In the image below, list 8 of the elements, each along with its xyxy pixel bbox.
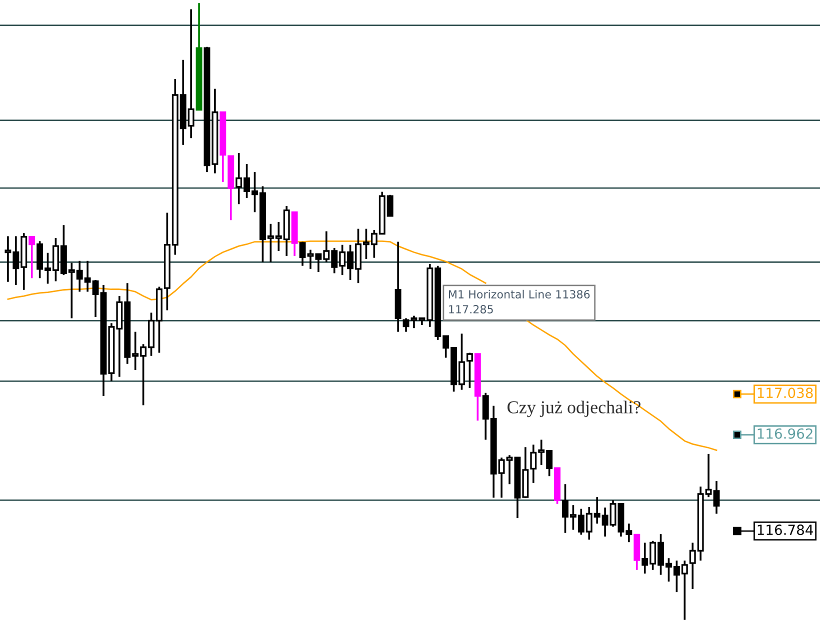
candlestick [402, 317, 410, 333]
candlestick [299, 240, 306, 267]
text: 116.784 [758, 524, 813, 536]
text: 117.038 [758, 388, 813, 398]
candlestick [28, 236, 36, 280]
ref-line-label: M1 Horizontal Line 11386 117.285 [448, 290, 590, 314]
text: 116.962 [758, 428, 812, 439]
annotation: Czy już odjechali? [508, 400, 640, 418]
